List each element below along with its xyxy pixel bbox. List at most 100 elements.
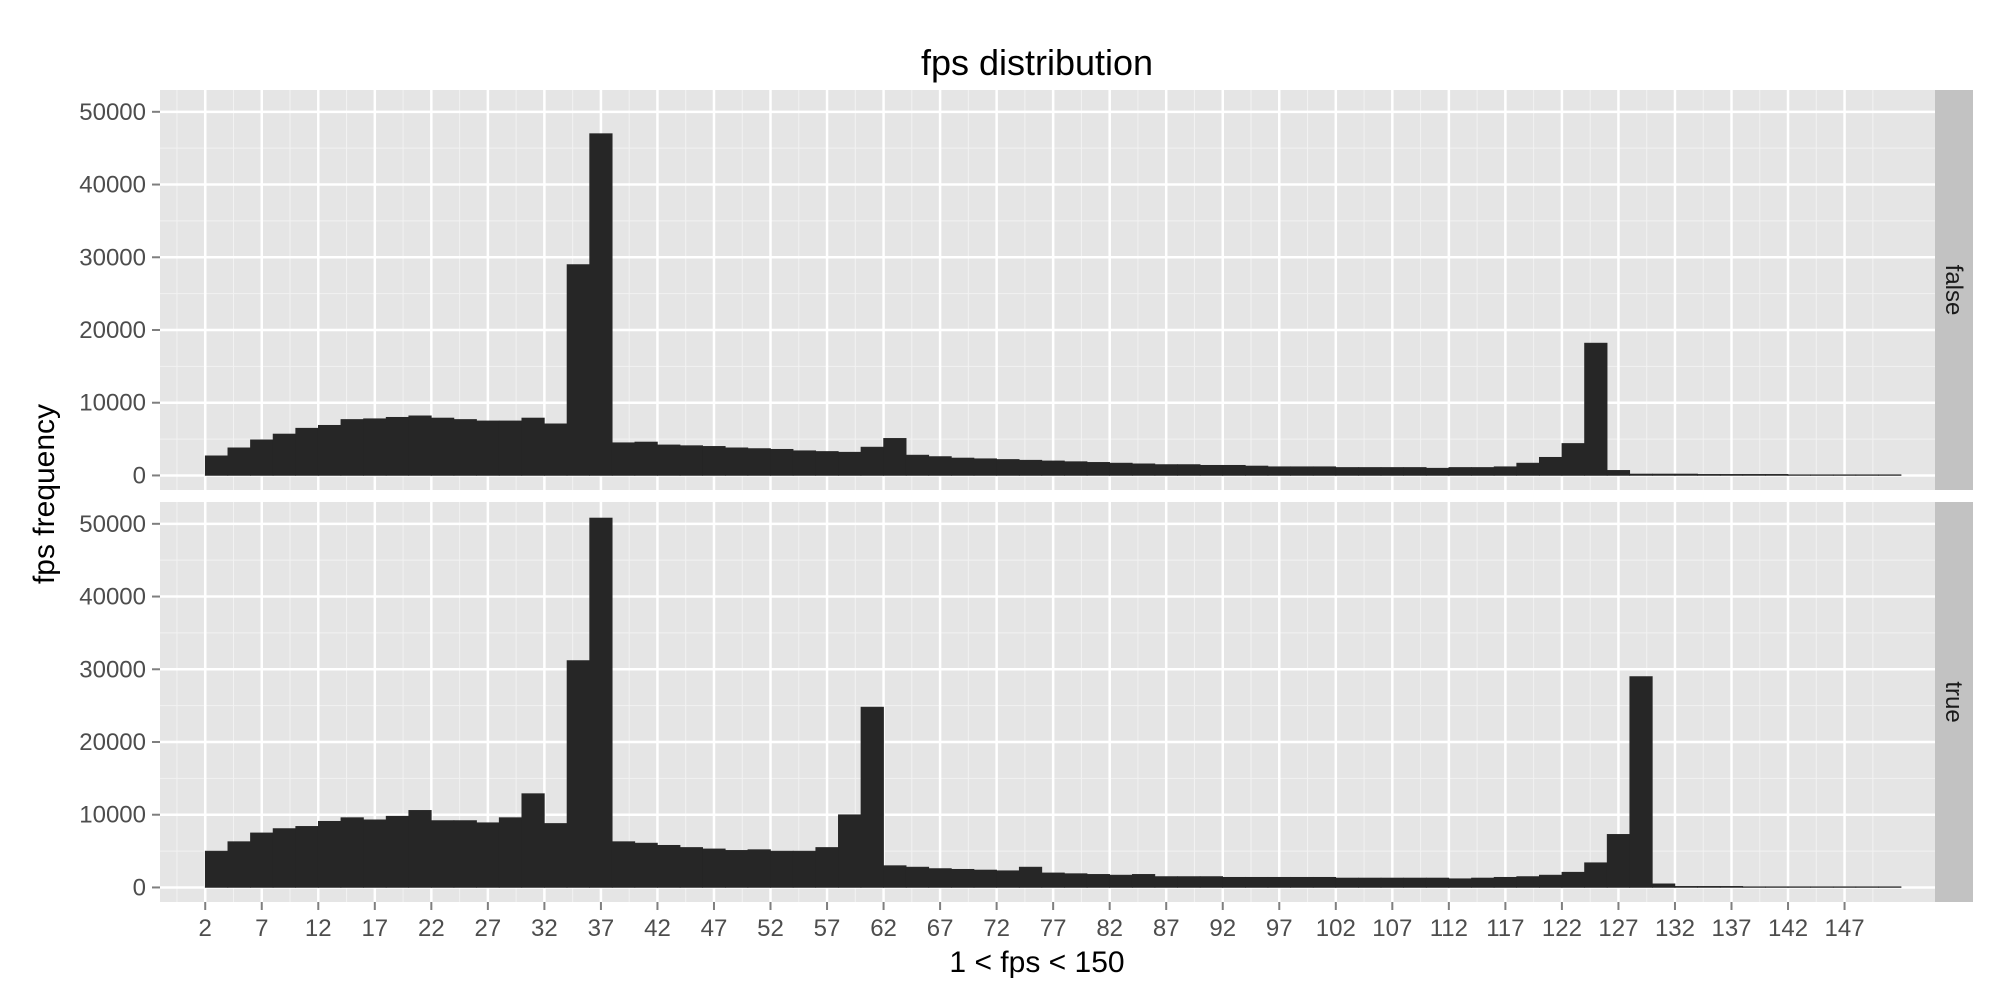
facet-strip xyxy=(1935,90,1973,490)
histogram-bar xyxy=(860,706,884,888)
histogram-bar xyxy=(1154,464,1178,476)
histogram-bar xyxy=(634,441,658,476)
histogram-bar xyxy=(1742,886,1766,888)
histogram-bar xyxy=(1335,877,1359,888)
facet-strip-label: true xyxy=(1940,681,1967,722)
histogram-bar xyxy=(1855,886,1879,888)
histogram-bar xyxy=(566,660,590,888)
histogram-bar xyxy=(1606,834,1631,888)
histogram-bar xyxy=(589,517,613,888)
facet-strip-label: false xyxy=(1940,265,1967,316)
histogram-bar xyxy=(1810,474,1834,476)
histogram-bar xyxy=(589,133,613,476)
histogram-bar xyxy=(408,415,432,476)
histogram-bar xyxy=(679,847,703,888)
x-axis: 2 7 12 17 22 27 32 37 42 47 52 57 62 67 72 77 82 87 92 97 10… xyxy=(199,902,1865,942)
histogram-bar xyxy=(453,419,477,476)
histogram-bar xyxy=(883,438,907,476)
histogram-bar xyxy=(1719,886,1744,888)
histogram-bar xyxy=(498,817,523,888)
histogram-bar xyxy=(1538,456,1563,476)
panels-layer: 0 10000 20000 30000 40000 50000 false 0 10000 200… xyxy=(79,90,1973,902)
histogram-bar xyxy=(838,814,862,888)
histogram-bar xyxy=(521,793,545,888)
histogram-bar xyxy=(431,417,455,476)
histogram-bar xyxy=(1041,872,1065,888)
histogram-bar xyxy=(1584,342,1608,476)
histogram-bar xyxy=(1358,877,1382,888)
x-tick-label: 147 xyxy=(1825,915,1865,942)
histogram-bar xyxy=(453,820,477,888)
x-tick-label: 132 xyxy=(1655,915,1695,942)
histogram-bar xyxy=(1606,470,1631,476)
x-tick-label: 42 xyxy=(644,915,671,942)
histogram-bar xyxy=(1719,474,1744,476)
x-tick-label: 77 xyxy=(1040,915,1067,942)
histogram-bar xyxy=(1493,466,1517,476)
histogram-bar xyxy=(815,847,839,888)
histogram-bar xyxy=(1742,474,1766,476)
x-tick-label: 107 xyxy=(1372,915,1412,942)
x-tick-label: 97 xyxy=(1266,915,1293,942)
histogram-bar xyxy=(1245,465,1269,476)
histogram-bar xyxy=(1403,467,1427,476)
histogram-bar xyxy=(747,849,771,888)
histogram-bar xyxy=(1561,871,1585,888)
histogram-bar xyxy=(204,455,229,476)
histogram-bar xyxy=(905,866,930,888)
x-tick-label: 117 xyxy=(1486,915,1524,942)
histogram-bar xyxy=(1312,466,1337,476)
x-tick-label: 37 xyxy=(588,915,615,942)
histogram-bar xyxy=(431,820,455,888)
x-tick-label: 82 xyxy=(1096,915,1123,942)
y-tick-label: 0 xyxy=(133,462,146,489)
histogram-bar xyxy=(657,844,681,888)
x-tick-label: 52 xyxy=(757,915,784,942)
histogram-bar xyxy=(951,868,975,888)
histogram-bar xyxy=(521,417,545,476)
histogram-bar xyxy=(1177,876,1201,888)
histogram-bar xyxy=(792,850,817,888)
histogram-bar xyxy=(272,433,296,476)
histogram-bar xyxy=(770,850,794,888)
histogram-bar xyxy=(476,420,500,476)
histogram-bar xyxy=(1629,676,1653,888)
histogram-bar xyxy=(1765,886,1789,888)
histogram-bar xyxy=(1267,876,1291,888)
histogram-bar xyxy=(1109,874,1133,888)
x-tick-label: 22 xyxy=(418,915,445,942)
histogram-bar xyxy=(905,454,930,476)
histogram-bar xyxy=(1516,462,1540,476)
histogram-bar xyxy=(1878,886,1902,888)
histogram-bar xyxy=(1493,876,1517,888)
y-tick-label: 50000 xyxy=(79,99,146,126)
histogram-bar xyxy=(295,427,319,476)
histogram-bar xyxy=(1832,474,1857,476)
histogram-bar xyxy=(1154,876,1178,888)
histogram-bar xyxy=(1787,886,1811,888)
histogram-bar xyxy=(340,419,364,476)
histogram-bar xyxy=(838,451,862,476)
histogram-bar xyxy=(1425,467,1450,476)
histogram-bar xyxy=(611,841,636,888)
x-tick-label: 2 xyxy=(199,915,212,942)
histogram-bar xyxy=(317,820,342,888)
histogram-bar xyxy=(996,459,1020,476)
histogram-bar xyxy=(227,447,251,476)
y-tick-label: 20000 xyxy=(79,729,146,756)
histogram-bar xyxy=(883,865,907,888)
histogram-bar xyxy=(385,815,410,888)
histogram-bar xyxy=(1177,464,1201,476)
histogram-bar xyxy=(1358,467,1382,476)
histogram-bar xyxy=(408,810,432,888)
histogram-bar xyxy=(1222,876,1246,888)
histogram-bar xyxy=(770,448,794,476)
histogram-bar xyxy=(928,456,952,476)
x-tick-label: 112 xyxy=(1430,915,1468,942)
histogram-bar xyxy=(1335,467,1359,476)
histogram-bar xyxy=(1380,877,1404,888)
y-tick-label: 20000 xyxy=(79,317,146,344)
x-tick-label: 137 xyxy=(1711,915,1751,942)
histogram-bar xyxy=(1403,877,1427,888)
